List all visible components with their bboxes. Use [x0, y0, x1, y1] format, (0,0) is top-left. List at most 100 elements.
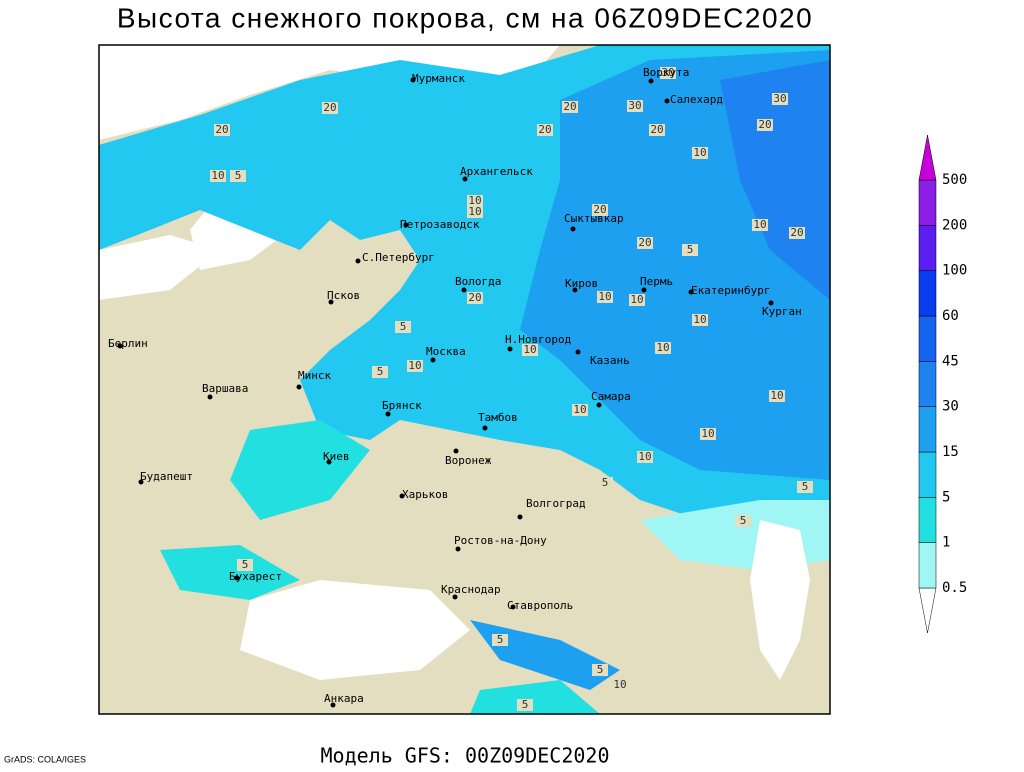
city-label: Минск — [298, 369, 331, 382]
city-dot — [596, 402, 602, 408]
contour-label-box — [627, 100, 643, 112]
contour-label-box — [637, 451, 653, 463]
contour-label: 5 — [497, 633, 504, 646]
contour-label-box — [637, 237, 653, 249]
contour-label-box — [597, 477, 613, 489]
contour-label-box — [612, 679, 628, 691]
city-dot — [570, 226, 576, 232]
city-dot — [461, 287, 467, 293]
title: Высота снежного покрова, см на 06Z09DEC2… — [117, 2, 813, 33]
contour-label: 20 — [790, 226, 803, 239]
contour-label: 5 — [740, 514, 747, 527]
contour-label-box — [372, 366, 388, 378]
contour-label-box — [467, 195, 483, 207]
contour-label: 20 — [638, 236, 651, 249]
city-dot — [355, 258, 361, 264]
contour-label-box — [214, 124, 230, 136]
contour-label-box — [592, 664, 608, 676]
city-label: Волгоград — [526, 497, 586, 510]
contour-label: 10 — [523, 343, 536, 356]
city-dot — [410, 77, 416, 83]
city-label: Анкара — [324, 692, 364, 705]
colorbar-segment — [918, 179, 937, 226]
contour-label-box — [597, 291, 613, 303]
colorbar-tick-label: 60 — [942, 308, 959, 324]
colorbar-tick-label: 30 — [942, 399, 959, 415]
contour-label: 5 — [687, 243, 694, 256]
caspian-sea — [750, 520, 810, 680]
colorbar-tick-label: 500 — [942, 172, 967, 188]
city-label: Сыктывкар — [564, 212, 624, 225]
city-dot — [452, 594, 458, 600]
contour-label-box — [772, 93, 788, 105]
city-dot — [326, 459, 332, 465]
contour-label-box — [522, 344, 538, 356]
contour-label: 10 — [573, 403, 586, 416]
contour-label: 20 — [323, 101, 336, 114]
contour-label: 30 — [628, 99, 641, 112]
city-dot — [403, 222, 409, 228]
credit: GrADS: COLA/IGES — [4, 754, 86, 764]
colorbar-segment — [918, 225, 937, 271]
contour-label: 5 — [400, 320, 407, 333]
city-dot — [517, 514, 523, 520]
contour-label-box — [395, 321, 411, 333]
sea — [99, 235, 220, 300]
city-dot — [572, 287, 578, 293]
contour-label-box — [562, 101, 578, 113]
city-label: Брянск — [382, 399, 422, 412]
contour-label: 20 — [468, 291, 481, 304]
colorbar-over — [918, 134, 937, 181]
contour-label: 5 — [597, 663, 604, 676]
colorbar-segment — [918, 451, 937, 498]
contour-label-box — [467, 206, 483, 218]
colorbar-tick-label: 45 — [942, 353, 959, 369]
contour-label-box — [797, 481, 813, 493]
colorbar-segment — [918, 315, 937, 362]
city-dot — [664, 98, 670, 104]
city-label: Казань — [590, 354, 630, 367]
city-dot — [641, 287, 647, 293]
contour-label: 20 — [593, 203, 606, 216]
contour-label: 30 — [773, 92, 786, 105]
contour-label-box — [230, 170, 246, 182]
colorbar-tick-label: 1 — [942, 535, 950, 551]
footer: Модель GFS: 00Z09DEC2020 — [321, 744, 610, 768]
city-dot — [385, 411, 391, 417]
city-label: Салехард — [670, 93, 723, 106]
black-sea — [240, 580, 470, 680]
city-dot — [117, 343, 123, 349]
contour-label: 5 — [522, 698, 529, 711]
city-label: Воронеж — [445, 454, 492, 467]
contour-label: 10 — [693, 313, 706, 326]
city-label: Пермь — [640, 275, 673, 288]
colorbar-segment — [918, 497, 937, 543]
contour-label: 20 — [215, 123, 228, 136]
contour-label-box — [467, 292, 483, 304]
city-dot — [399, 493, 405, 499]
contour-label: 5 — [377, 365, 384, 378]
contour-label: 10 — [638, 450, 651, 463]
contour-label: 5 — [242, 558, 249, 571]
city-label: Ставрополь — [507, 599, 573, 612]
city-dot — [138, 479, 144, 485]
city-label: Варшава — [202, 382, 248, 395]
city-dot — [688, 289, 694, 295]
contour-label-box — [789, 227, 805, 239]
contour-label-box — [769, 390, 785, 402]
city-dot — [296, 384, 302, 390]
city-dot — [207, 394, 213, 400]
city-label: Берлин — [108, 337, 148, 350]
contour-label: 5 — [235, 169, 242, 182]
city-label: Харьков — [402, 488, 448, 501]
contour-label-box — [629, 294, 645, 306]
contour-label-box — [210, 170, 226, 182]
city-label: Киров — [565, 277, 598, 290]
colorbar-segment — [918, 542, 937, 589]
contour-label: 10 — [656, 341, 669, 354]
city-label: С.Петербург — [362, 251, 435, 264]
contour-label-box — [757, 119, 773, 131]
